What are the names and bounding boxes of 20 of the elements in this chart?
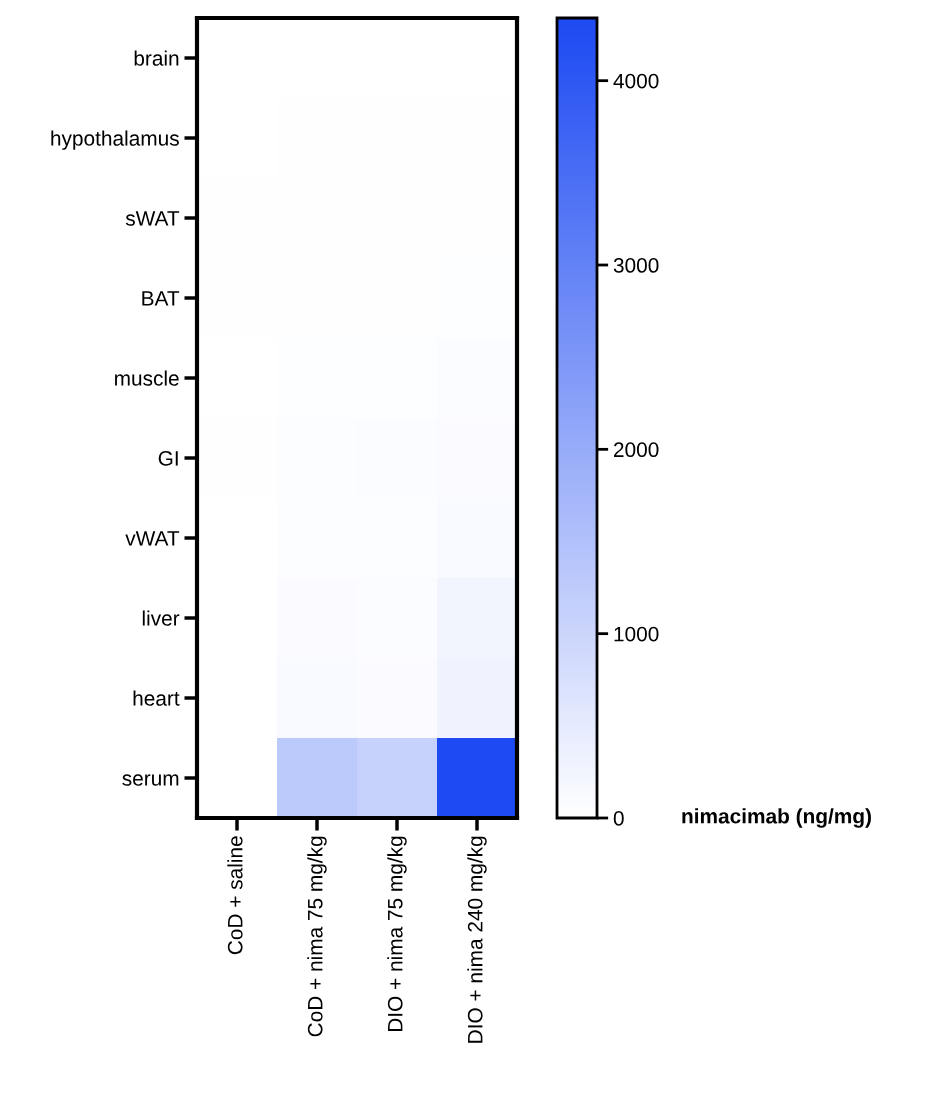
x-tick-label: DIO + nima 240 mg/kg [467,836,487,1043]
y-tick-label: brain [134,50,179,66]
y-tick-label: heart [133,690,180,706]
y-tick-label: serum [122,774,179,786]
color-bar-label: 4000 [613,73,659,89]
color-bar-label: 0 [613,811,624,826]
color-bar-label: 1000 [614,626,659,642]
y-tick-label: BAT [142,291,180,306]
y-tick-label: GI [158,451,178,466]
y-tick-label: hypothalamus [51,130,179,150]
y-tick-label: muscle [115,370,179,386]
color-bar-title: nimacimab (ng/mg) [682,808,871,828]
color-bar-label: 2000 [614,442,659,458]
y-tick-label: vWAT [125,531,180,546]
x-tick-label: DIO + nima 75 mg/kg [387,836,407,1032]
x-tick-label: CoD + nima 75 mg/kg [307,836,327,1037]
x-tick-label: CoD + saline [227,836,243,955]
y-tick-label: liver [142,610,180,626]
color-bar-label: 3000 [613,258,659,273]
y-tick-label: sWAT [125,211,180,226]
